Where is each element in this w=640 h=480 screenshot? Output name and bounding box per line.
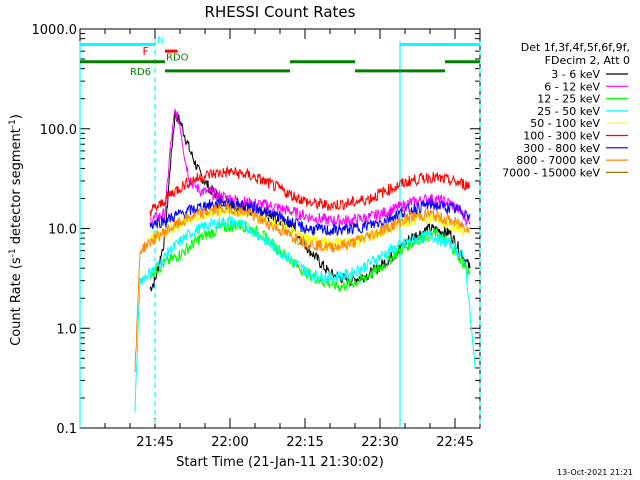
footer-timestamp: 13-Oct-2021 21:21: [557, 468, 633, 477]
series-line-5: [149, 165, 471, 217]
series-line-3: [134, 214, 476, 413]
x-axis-label: Start Time (21-Jan-11 21:30:02): [176, 455, 384, 470]
y-tick-label: 1.0: [56, 322, 77, 337]
legend-label-8: 7000 - 15000 keV: [502, 166, 600, 179]
rd6-label: RD6: [130, 67, 151, 78]
x-tick-label: 22:00: [211, 435, 248, 450]
y-tick-label: 1000.0: [32, 23, 78, 38]
rdo-label: RDO: [166, 53, 189, 64]
legend-label-3: 25 - 50 keV: [537, 105, 600, 118]
legend: Det 1f,3f,4f,5f,6f,9f, FDecim 2, Att 0 3…: [502, 41, 630, 179]
series-line-1: [149, 108, 471, 227]
x-tick-label: 22:45: [436, 435, 473, 450]
chart-title: RHESSI Count Rates: [205, 3, 356, 21]
legend-label-6: 300 - 800 keV: [523, 142, 600, 155]
plot-border: [79, 28, 481, 429]
plot-frame: [79, 28, 481, 429]
x-tick-label: 22:15: [286, 435, 323, 450]
y-axis-label: Count Rate (s-1 detector segment-1): [8, 114, 24, 346]
n-label: N: [157, 35, 164, 46]
legend-label-5: 100 - 300 keV: [523, 130, 600, 143]
series-line-7: [134, 202, 471, 373]
y-tick-label: 0.1: [56, 422, 77, 437]
flare-label: F: [143, 45, 149, 58]
legend-header-2: FDecim 2, Att 0: [545, 54, 630, 67]
legend-label-1: 6 - 12 keV: [544, 80, 600, 93]
legend-label-0: 3 - 6 keV: [551, 68, 600, 81]
y-axis: 0.1 1.0 10.0 100.0 1000.0: [32, 23, 480, 437]
y-tick-label: 10.0: [48, 223, 77, 238]
y-tick-label: 100.0: [40, 123, 77, 138]
legend-label-7: 800 - 7000 keV: [516, 154, 600, 167]
legend-label-4: 50 - 100 keV: [530, 117, 600, 130]
x-tick-label: 21:45: [136, 435, 173, 450]
series-layer: [134, 108, 476, 413]
x-axis: 21:45 22:00 22:15 22:30 22:45: [79, 29, 481, 450]
x-tick-label: 22:30: [361, 435, 398, 450]
legend-header-1: Det 1f,3f,4f,5f,6f,9f,: [521, 41, 630, 54]
annotation-lines: NF RDO RD6: [79, 35, 481, 428]
legend-label-2: 12 - 25 keV: [537, 93, 600, 106]
